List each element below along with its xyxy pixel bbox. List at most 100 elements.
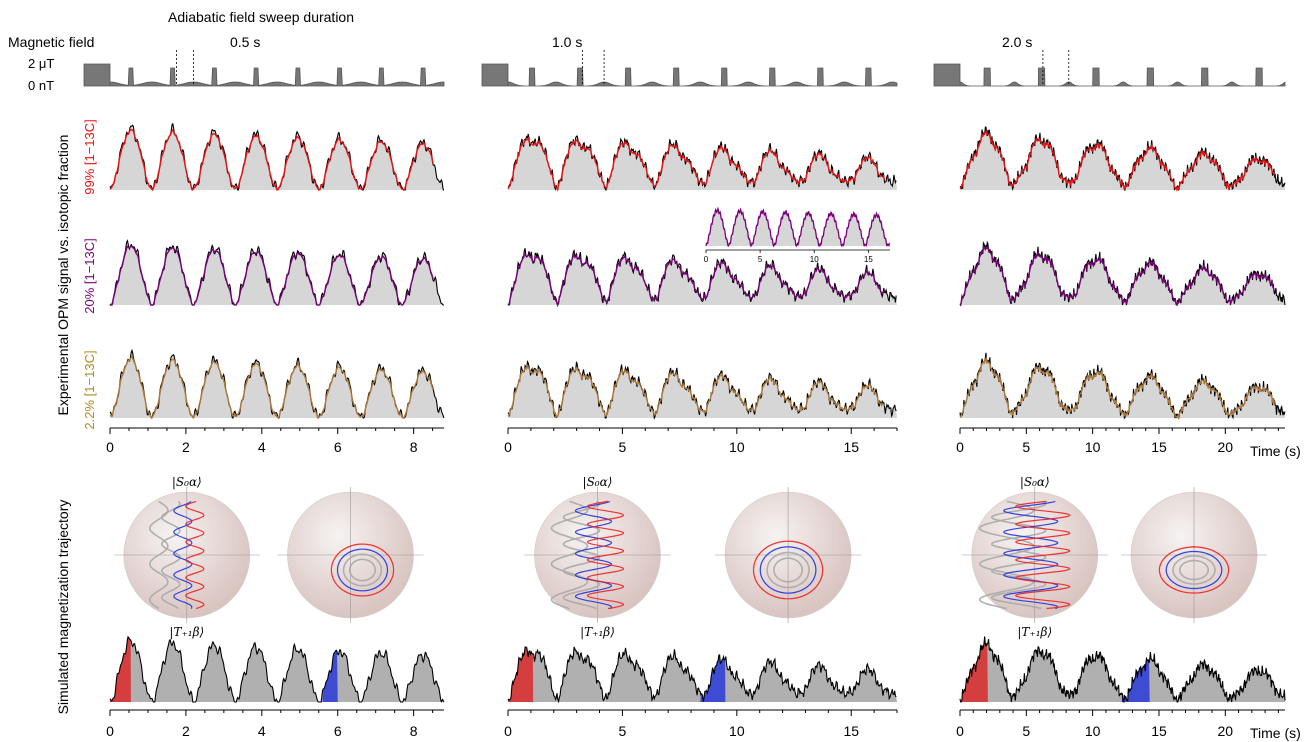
x-tick-label: 5	[1022, 439, 1030, 455]
x-tick-label: 20	[1218, 723, 1234, 739]
x-tick-label: 5	[1022, 723, 1030, 739]
trajectory-path	[759, 546, 817, 594]
x-tick-label: 6	[334, 439, 342, 455]
sweep-label-0.5: 0.5 s	[230, 34, 260, 50]
field-low-label: 0 nT	[28, 78, 54, 93]
x-tick-label: 10	[729, 723, 745, 739]
sweep-label-1.0: 1.0 s	[552, 34, 582, 50]
field-pulse-trace	[933, 63, 1286, 87]
inset-tick-label: 15	[864, 255, 873, 264]
field-high-label: 2 μT	[28, 56, 54, 71]
signal-area	[960, 242, 1285, 305]
x-tick-label: 15	[843, 439, 859, 455]
inset-tick-label: 0	[704, 255, 709, 264]
x-tick-label: 10	[729, 439, 745, 455]
trajectory-path	[1165, 550, 1223, 590]
x-tick-label: 2	[182, 439, 190, 455]
x-tick-label: 5	[619, 723, 627, 739]
fit-line	[959, 129, 1276, 192]
field-pulse-trace	[481, 63, 898, 87]
trajectory-path	[562, 500, 601, 610]
x-tick-label: 4	[258, 723, 266, 739]
highlight-mid	[322, 650, 338, 702]
row-label-2: 2.2% [1−13C]	[82, 350, 97, 429]
simulated-line	[109, 635, 445, 703]
x-tick-label: 20	[1218, 439, 1234, 455]
trajectory-path	[752, 540, 824, 600]
sweep-label-2.0: 2.0 s	[1002, 34, 1032, 50]
x-tick-label: 0	[106, 439, 114, 455]
signal-area	[110, 350, 444, 418]
trajectory-path	[550, 500, 589, 610]
state-label-bottom: |T₊₁β⟩	[169, 625, 204, 639]
x-tick-label: 10	[1085, 439, 1101, 455]
simulated-area	[110, 636, 444, 702]
sweep-duration-title: Adiabatic field sweep duration	[168, 9, 354, 25]
trajectory-path	[1172, 555, 1216, 585]
state-label-top: |S₀α⟩	[172, 475, 202, 489]
fit-line	[959, 245, 1276, 307]
x-tick-label: 0	[106, 723, 114, 739]
simulated-line	[507, 646, 897, 704]
simulated-area	[960, 636, 1285, 702]
x-tick-label: 0	[504, 723, 512, 739]
simulated-y-label: Simulated magnetization trajectory	[55, 500, 71, 715]
trajectory-path	[773, 557, 804, 583]
inset-tick-label: 10	[810, 255, 819, 264]
x-tick-label: 8	[410, 439, 418, 455]
trajectory-path	[1015, 500, 1071, 610]
x-tick-label: 0	[956, 439, 964, 455]
fit-line	[110, 129, 434, 191]
highlight-start	[960, 636, 988, 702]
x-tick-label: 15	[843, 723, 859, 739]
field-pulse-trace	[83, 63, 445, 87]
signal-area	[110, 240, 444, 305]
x-tick-label: 15	[1151, 723, 1167, 739]
signal-area	[508, 361, 897, 418]
inset-area	[706, 208, 890, 246]
simulated-line	[959, 636, 1286, 703]
inset-tick-label: 5	[758, 255, 763, 264]
signal-area	[960, 352, 1285, 418]
magnetic-field-label: Magnetic field	[8, 34, 94, 50]
fit-line	[959, 356, 1276, 420]
trajectory-path	[586, 500, 625, 610]
experimental-y-label: Experimental OPM signal vs. isotopic fra…	[55, 135, 71, 416]
state-label-top: |S₀α⟩	[583, 475, 613, 489]
x-tick-label: 5	[619, 439, 627, 455]
x-tick-label: 0	[956, 723, 964, 739]
fit-line	[109, 245, 434, 306]
highlight-mid	[700, 655, 726, 702]
signal-area	[110, 123, 444, 190]
trajectory-path	[173, 500, 193, 609]
trajectory-path	[348, 558, 376, 582]
measured-line	[507, 360, 897, 420]
time-unit-bottom: Time (s)	[1250, 725, 1301, 741]
x-tick-label: 15	[1151, 439, 1167, 455]
highlight-start	[110, 636, 131, 702]
trajectory-path	[148, 500, 169, 610]
state-label-top: |S₀α⟩	[1020, 475, 1050, 489]
fit-line	[507, 137, 886, 192]
trajectory-path	[1003, 500, 1059, 610]
trajectory-path	[1158, 546, 1230, 594]
inset-line	[705, 206, 891, 248]
highlight-start	[508, 647, 534, 702]
trajectory-path	[336, 548, 389, 592]
x-tick-label: 4	[258, 439, 266, 455]
x-tick-label: 2	[182, 723, 190, 739]
trajectory-path	[342, 553, 383, 587]
x-tick-label: 8	[410, 723, 418, 739]
fit-line	[507, 365, 885, 418]
signal-area	[508, 134, 897, 190]
x-tick-label: 6	[334, 723, 342, 739]
trajectory-path	[330, 543, 395, 597]
x-tick-label: 10	[1085, 723, 1101, 739]
fit-line	[109, 355, 434, 420]
trajectory-path	[185, 500, 205, 610]
row-label-20: 20% [1−13C]	[82, 238, 97, 314]
fit-line	[507, 252, 885, 308]
trajectory-path	[1179, 559, 1209, 581]
trajectory-path	[161, 500, 181, 610]
